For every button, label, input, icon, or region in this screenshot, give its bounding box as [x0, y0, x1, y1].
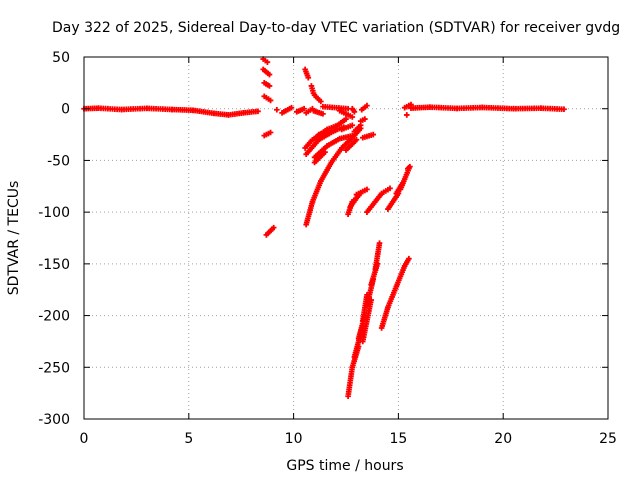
sdtvar-chart: 0 5 10 15 20 25 -300 -250 -200 -150 -100 -50 0 50 Day…: [0, 0, 640, 480]
y-tick-label: -150: [38, 257, 70, 273]
chart-background: [0, 0, 640, 480]
x-tick-label: 20: [494, 431, 512, 447]
x-tick-label: 5: [184, 431, 193, 447]
x-tick-label: 10: [285, 431, 303, 447]
y-tick-label: -100: [38, 205, 70, 221]
y-tick-label: -50: [47, 153, 70, 169]
y-tick-label: -200: [38, 309, 70, 325]
x-axis-label: GPS time / hours: [286, 458, 403, 474]
y-tick-label: 50: [52, 50, 70, 66]
y-axis-label: SDTVAR / TECUs: [6, 181, 22, 296]
x-tick-label: 15: [389, 431, 407, 447]
x-tick-label: 0: [80, 431, 89, 447]
y-tick-label: -250: [38, 360, 70, 376]
x-tick-label: 25: [599, 431, 617, 447]
chart-title: Day 322 of 2025, Sidereal Day-to-day VTE…: [52, 20, 620, 36]
y-tick-label: 0: [61, 102, 70, 118]
y-tick-label: -300: [38, 412, 70, 428]
